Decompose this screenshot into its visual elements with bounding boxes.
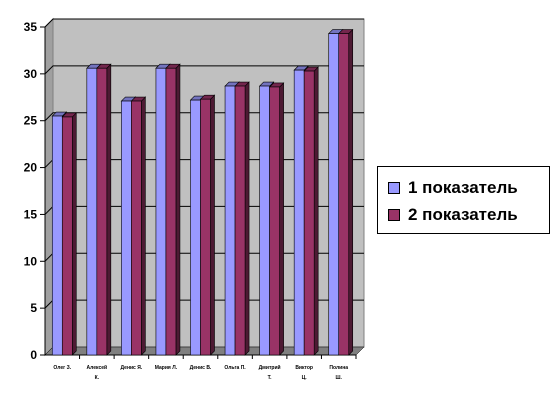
legend-label-series-2: 2 показатель bbox=[408, 205, 518, 224]
bar bbox=[200, 98, 211, 356]
x-tick-label: Мария Л. bbox=[155, 365, 178, 371]
bar-side bbox=[141, 96, 146, 356]
bar bbox=[165, 67, 177, 356]
bar bbox=[259, 85, 270, 356]
bar bbox=[61, 116, 73, 356]
legend-label-series-1: 1 показатель bbox=[408, 178, 518, 197]
bar bbox=[96, 67, 108, 356]
x-tick-label: Олег З. bbox=[53, 365, 71, 371]
bar bbox=[303, 70, 315, 356]
bar-side bbox=[313, 66, 319, 356]
gridline bbox=[44, 18, 364, 28]
y-tick-label: 0 bbox=[30, 348, 37, 362]
x-tick-label: Виктор bbox=[295, 365, 313, 371]
y-tick-label: 20 bbox=[24, 161, 38, 175]
legend-item-series-2: 2 показатель bbox=[388, 203, 518, 227]
x-tick-label: Ш. bbox=[336, 375, 343, 381]
bar-side bbox=[244, 81, 250, 356]
bar bbox=[269, 86, 280, 356]
bar bbox=[328, 33, 340, 356]
bar bbox=[224, 85, 236, 356]
y-tick-label: 5 bbox=[30, 301, 37, 315]
legend-swatch-series-1 bbox=[388, 182, 400, 194]
bar-side bbox=[175, 63, 181, 356]
y-tick-label: 10 bbox=[24, 254, 38, 268]
x-tick-label: Денис Я. bbox=[121, 365, 143, 371]
y-tick-label: 15 bbox=[24, 207, 38, 221]
bar bbox=[131, 100, 142, 356]
x-tick-label: Дмитрий bbox=[259, 364, 281, 371]
x-tick-label: Полина bbox=[329, 365, 348, 371]
bar bbox=[338, 33, 350, 356]
bar bbox=[51, 115, 63, 356]
bar bbox=[155, 67, 167, 356]
bar bbox=[190, 99, 201, 356]
legend-item-series-1: 1 показатель bbox=[388, 176, 518, 200]
bar-side bbox=[210, 94, 215, 356]
x-tick-label: Ольга П. bbox=[224, 365, 246, 371]
gridline bbox=[44, 65, 364, 75]
x-tick-label: Т. bbox=[268, 375, 272, 381]
y-tick-label: 25 bbox=[24, 114, 38, 128]
legend-swatch-series-2 bbox=[388, 209, 400, 221]
x-tick-label: К. bbox=[95, 375, 100, 381]
bar bbox=[293, 69, 305, 356]
bar-side bbox=[71, 112, 77, 356]
bar bbox=[234, 85, 246, 356]
x-tick-label: Денис В. bbox=[190, 365, 212, 371]
bar-side bbox=[348, 28, 354, 356]
bar bbox=[121, 100, 132, 356]
bar bbox=[86, 67, 98, 356]
y-tick-label: 30 bbox=[24, 67, 38, 81]
x-tick-label: Алексей bbox=[87, 364, 108, 371]
x-tick-label: Ц. bbox=[302, 375, 308, 381]
bar-side bbox=[106, 63, 112, 356]
y-tick-label: 35 bbox=[24, 20, 38, 34]
bar-side bbox=[279, 82, 284, 356]
chart-legend: 1 показатель 2 показатель bbox=[377, 166, 550, 234]
